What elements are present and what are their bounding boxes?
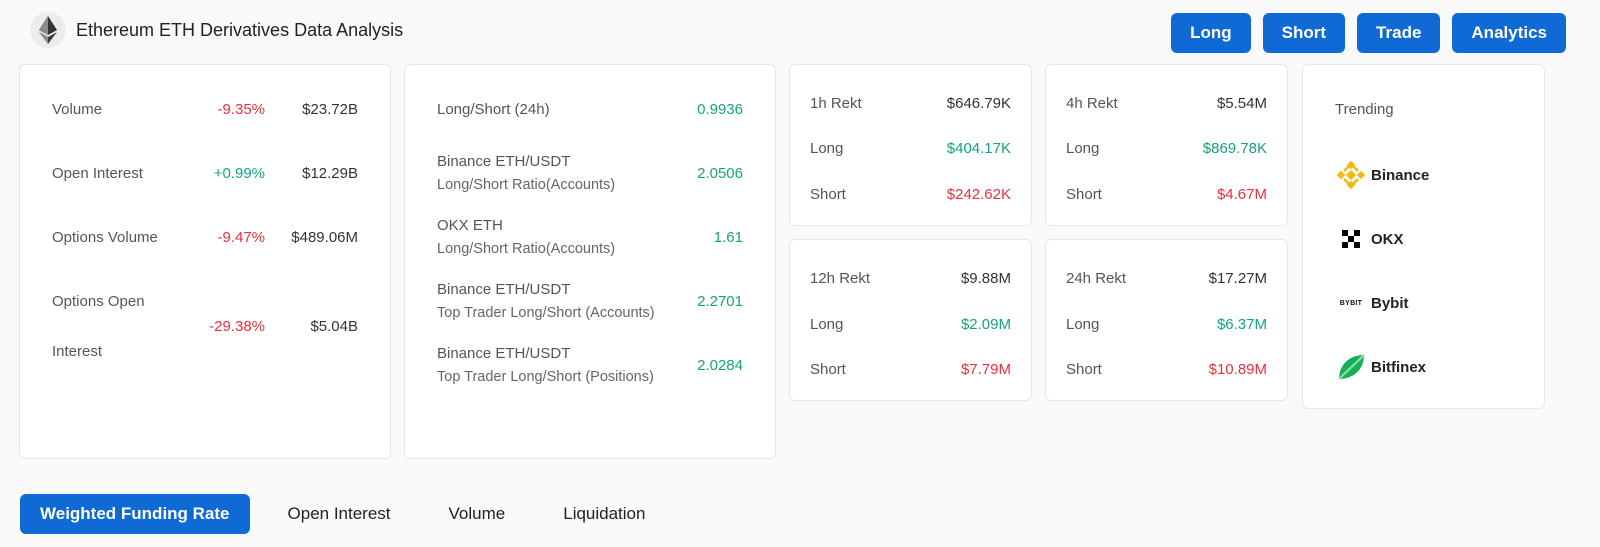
analytics-button[interactable]: Analytics: [1452, 13, 1566, 53]
trending-item-name: Binance: [1371, 166, 1430, 184]
stat-row-options-open-interest: Options Open Interest -29.38% $5.04B: [20, 293, 390, 363]
ratio-row: Binance ETH/USDT Long/Short Ratio(Accoun…: [405, 153, 775, 197]
stat-change: -29.38%: [209, 318, 265, 335]
short-button[interactable]: Short: [1262, 13, 1346, 53]
stat-value: $5.04B: [310, 318, 358, 335]
ethereum-icon: [30, 12, 66, 48]
tab-weighted-funding-rate[interactable]: Weighted Funding Rate: [20, 494, 250, 534]
rekt-long-label: Long: [1066, 316, 1100, 333]
stat-change: -9.47%: [217, 229, 265, 246]
rekt-long-value: $404.17K: [946, 140, 1011, 157]
rekt-long-value: $2.09M: [960, 316, 1011, 333]
ratio-row: Binance ETH/USDT Top Trader Long/Short (…: [405, 281, 775, 325]
stat-value: $23.72B: [302, 101, 358, 118]
long-short-ratio-card: Long/Short (24h) 0.9936 Binance ETH/USDT…: [404, 64, 776, 459]
trending-item-name: OKX: [1371, 230, 1404, 248]
rekt-total: $646.79K: [946, 95, 1011, 112]
rekt-long-value: $6.37M: [1216, 316, 1267, 333]
market-stats-card: Volume -9.35% $23.72B Open Interest +0.9…: [19, 64, 391, 459]
ratio-value: 2.0506: [697, 165, 743, 182]
ratio-label: Long/Short (24h): [437, 101, 550, 118]
okx-icon: [1335, 223, 1367, 255]
ratio-label: Binance ETH/USDT: [437, 153, 571, 170]
stat-value: $12.29B: [302, 165, 358, 182]
rekt-short-label: Short: [1066, 361, 1102, 378]
tab-liquidation[interactable]: Liquidation: [543, 494, 665, 534]
stat-label-line2: Interest: [52, 343, 103, 360]
rekt-total: $9.88M: [960, 270, 1011, 287]
stat-change: +0.99%: [213, 165, 265, 182]
trending-item-bybit[interactable]: BYBIT Bybit: [1335, 287, 1409, 319]
trending-item-binance[interactable]: Binance: [1335, 159, 1429, 191]
rekt-short-value: $7.79M: [960, 361, 1011, 378]
stat-label: Open Interest: [52, 165, 143, 182]
ratio-row: OKX ETH Long/Short Ratio(Accounts) 1.61: [405, 217, 775, 261]
bybit-icon: BYBIT: [1339, 299, 1363, 307]
ratio-label: Binance ETH/USDT: [437, 345, 571, 362]
rekt-card-1h: 1h Rekt $646.79K Long $404.17K Short $24…: [789, 64, 1032, 226]
ratio-row: Binance ETH/USDT Top Trader Long/Short (…: [405, 345, 775, 389]
ratio-sublabel: Top Trader Long/Short (Accounts): [437, 305, 655, 321]
trending-item-bitfinex[interactable]: Bitfinex: [1335, 351, 1426, 383]
long-button[interactable]: Long: [1171, 13, 1251, 53]
rekt-long-label: Long: [810, 140, 844, 157]
rekt-total: $5.54M: [1216, 95, 1267, 112]
rekt-short-value: $242.62K: [946, 186, 1011, 203]
rekt-short-label: Short: [810, 361, 846, 378]
rekt-short-value: $4.67M: [1216, 186, 1267, 203]
stat-label: Volume: [52, 101, 103, 118]
ratio-value: 1.61: [713, 229, 743, 246]
rekt-short-label: Short: [810, 186, 846, 203]
rekt-label: 1h Rekt: [810, 95, 862, 112]
stat-label: Options Volume: [52, 229, 158, 246]
ratio-label: OKX ETH: [437, 217, 503, 234]
rekt-total: $17.27M: [1208, 270, 1267, 287]
page-title: Ethereum ETH Derivatives Data Analysis: [76, 19, 404, 40]
trade-button[interactable]: Trade: [1357, 13, 1441, 53]
ratio-value: 0.9936: [697, 101, 743, 118]
stat-label-line1: Options Open: [52, 293, 145, 310]
stat-change: -9.35%: [217, 101, 265, 118]
rekt-label: 24h Rekt: [1066, 270, 1127, 287]
trending-title: Trending: [1335, 101, 1394, 118]
rekt-card-4h: 4h Rekt $5.54M Long $869.78K Short $4.67…: [1045, 64, 1288, 226]
ratio-value: 2.0284: [697, 357, 743, 374]
rekt-short-value: $10.89M: [1208, 361, 1267, 378]
ratio-sublabel: Long/Short Ratio(Accounts): [437, 241, 616, 257]
trending-item-okx[interactable]: OKX: [1335, 223, 1404, 255]
ratio-sublabel: Long/Short Ratio(Accounts): [437, 177, 616, 193]
ratio-sublabel: Top Trader Long/Short (Positions): [437, 369, 654, 385]
rekt-long-label: Long: [1066, 140, 1100, 157]
bitfinex-icon: [1335, 351, 1367, 383]
trending-item-name: Bybit: [1371, 294, 1409, 312]
trending-card: Trending Binance: [1302, 64, 1545, 409]
rekt-long-value: $869.78K: [1202, 140, 1267, 157]
page-header: Ethereum ETH Derivatives Data Analysis: [30, 12, 403, 48]
ratio-label: Binance ETH/USDT: [437, 281, 571, 298]
rekt-card-12h: 12h Rekt $9.88M Long $2.09M Short $7.79M: [789, 239, 1032, 401]
tab-volume[interactable]: Volume: [429, 494, 526, 534]
rekt-card-24h: 24h Rekt $17.27M Long $6.37M Short $10.8…: [1045, 239, 1288, 401]
stat-value: $489.06M: [291, 229, 358, 246]
rekt-label: 4h Rekt: [1066, 95, 1118, 112]
trending-item-name: Bitfinex: [1371, 358, 1427, 376]
top-action-buttons: Long Short Trade Analytics: [1171, 13, 1566, 53]
binance-icon: [1335, 159, 1367, 191]
rekt-label: 12h Rekt: [810, 270, 871, 287]
ratio-value: 2.2701: [697, 293, 743, 310]
rekt-short-label: Short: [1066, 186, 1102, 203]
tab-open-interest[interactable]: Open Interest: [268, 494, 411, 534]
chart-tabs: Weighted Funding Rate Open Interest Volu…: [20, 494, 665, 534]
rekt-long-label: Long: [810, 316, 844, 333]
